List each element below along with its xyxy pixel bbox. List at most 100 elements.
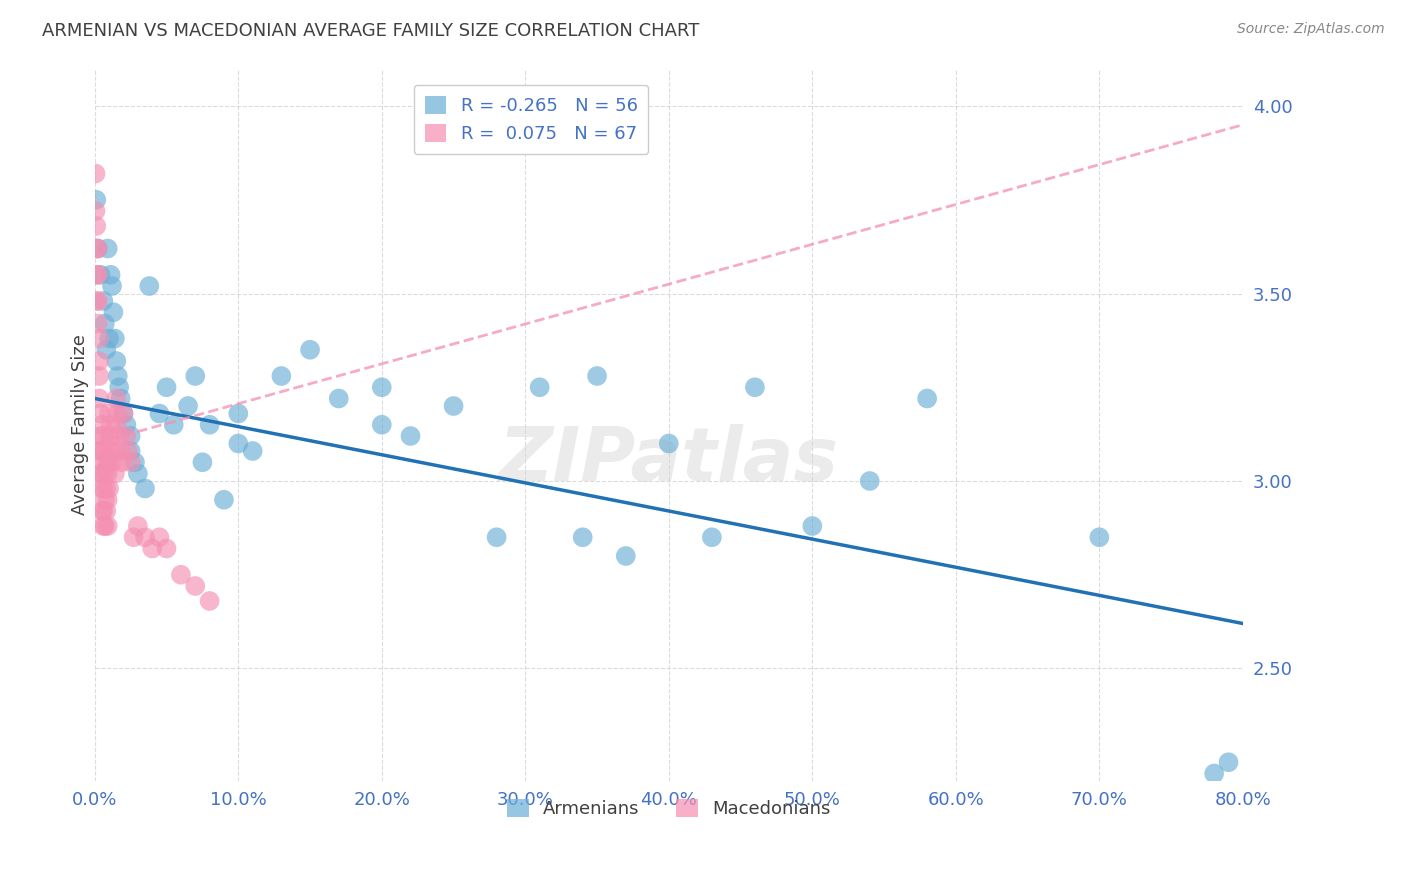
Point	[98, 407, 121, 421]
Point	[87, 331, 110, 345]
Point	[103, 305, 125, 319]
Point	[328, 392, 350, 406]
Point	[141, 541, 163, 556]
Point	[115, 417, 138, 432]
Point	[120, 455, 142, 469]
Point	[84, 219, 107, 233]
Text: ARMENIAN VS MACEDONIAN AVERAGE FAMILY SIZE CORRELATION CHART: ARMENIAN VS MACEDONIAN AVERAGE FAMILY SI…	[42, 22, 700, 40]
Point	[96, 455, 118, 469]
Point	[86, 317, 108, 331]
Point	[110, 392, 132, 406]
Point	[191, 455, 214, 469]
Point	[108, 380, 131, 394]
Point	[94, 317, 117, 331]
Point	[93, 519, 115, 533]
Point	[614, 549, 637, 563]
Point	[184, 579, 207, 593]
Point	[87, 392, 110, 406]
Point	[155, 380, 177, 394]
Point	[90, 444, 112, 458]
Point	[93, 455, 115, 469]
Point	[84, 268, 107, 282]
Point	[105, 354, 128, 368]
Point	[84, 204, 107, 219]
Point	[90, 429, 112, 443]
Point	[101, 279, 124, 293]
Point	[100, 444, 122, 458]
Point	[127, 467, 149, 481]
Point	[529, 380, 551, 394]
Point	[120, 444, 142, 458]
Point	[586, 369, 609, 384]
Point	[105, 417, 128, 432]
Point	[915, 392, 938, 406]
Point	[110, 444, 132, 458]
Point	[1088, 530, 1111, 544]
Point	[112, 407, 135, 421]
Point	[84, 293, 107, 308]
Point	[96, 504, 118, 518]
Point	[93, 293, 115, 308]
Legend: Armenians, Macedonians: Armenians, Macedonians	[501, 791, 838, 825]
Point	[117, 444, 139, 458]
Point	[226, 407, 249, 421]
Point	[97, 492, 120, 507]
Point	[658, 436, 681, 450]
Point	[94, 492, 117, 507]
Text: Source: ZipAtlas.com: Source: ZipAtlas.com	[1237, 22, 1385, 37]
Point	[93, 482, 115, 496]
Point	[107, 369, 129, 384]
Point	[90, 268, 112, 282]
Point	[134, 530, 156, 544]
Point	[97, 242, 120, 256]
Point	[399, 429, 422, 443]
Point	[299, 343, 322, 357]
Point	[226, 436, 249, 450]
Point	[86, 242, 108, 256]
Point	[98, 482, 121, 496]
Point	[97, 467, 120, 481]
Point	[103, 444, 125, 458]
Point	[371, 380, 394, 394]
Point	[270, 369, 292, 384]
Point	[371, 417, 394, 432]
Point	[120, 429, 142, 443]
Point	[700, 530, 723, 544]
Point	[111, 455, 134, 469]
Point	[108, 429, 131, 443]
Point	[90, 467, 112, 481]
Point	[170, 567, 193, 582]
Point	[212, 492, 235, 507]
Point	[115, 429, 138, 443]
Point	[101, 429, 124, 443]
Point	[859, 474, 882, 488]
Point	[122, 530, 145, 544]
Point	[84, 193, 107, 207]
Point	[104, 467, 127, 481]
Point	[107, 407, 129, 421]
Text: ZIPatlas: ZIPatlas	[499, 424, 839, 497]
Point	[91, 482, 114, 496]
Point	[96, 482, 118, 496]
Point	[155, 541, 177, 556]
Point	[104, 331, 127, 345]
Point	[163, 417, 186, 432]
Point	[93, 429, 115, 443]
Point	[177, 399, 200, 413]
Point	[571, 530, 593, 544]
Point	[148, 530, 170, 544]
Point	[87, 354, 110, 368]
Point	[100, 417, 122, 432]
Point	[94, 467, 117, 481]
Point	[97, 519, 120, 533]
Point	[94, 519, 117, 533]
Point	[98, 429, 121, 443]
Point	[98, 331, 121, 345]
Point	[84, 167, 107, 181]
Point	[242, 444, 264, 458]
Point	[93, 504, 115, 518]
Point	[198, 594, 221, 608]
Point	[124, 455, 146, 469]
Point	[91, 444, 114, 458]
Point	[485, 530, 508, 544]
